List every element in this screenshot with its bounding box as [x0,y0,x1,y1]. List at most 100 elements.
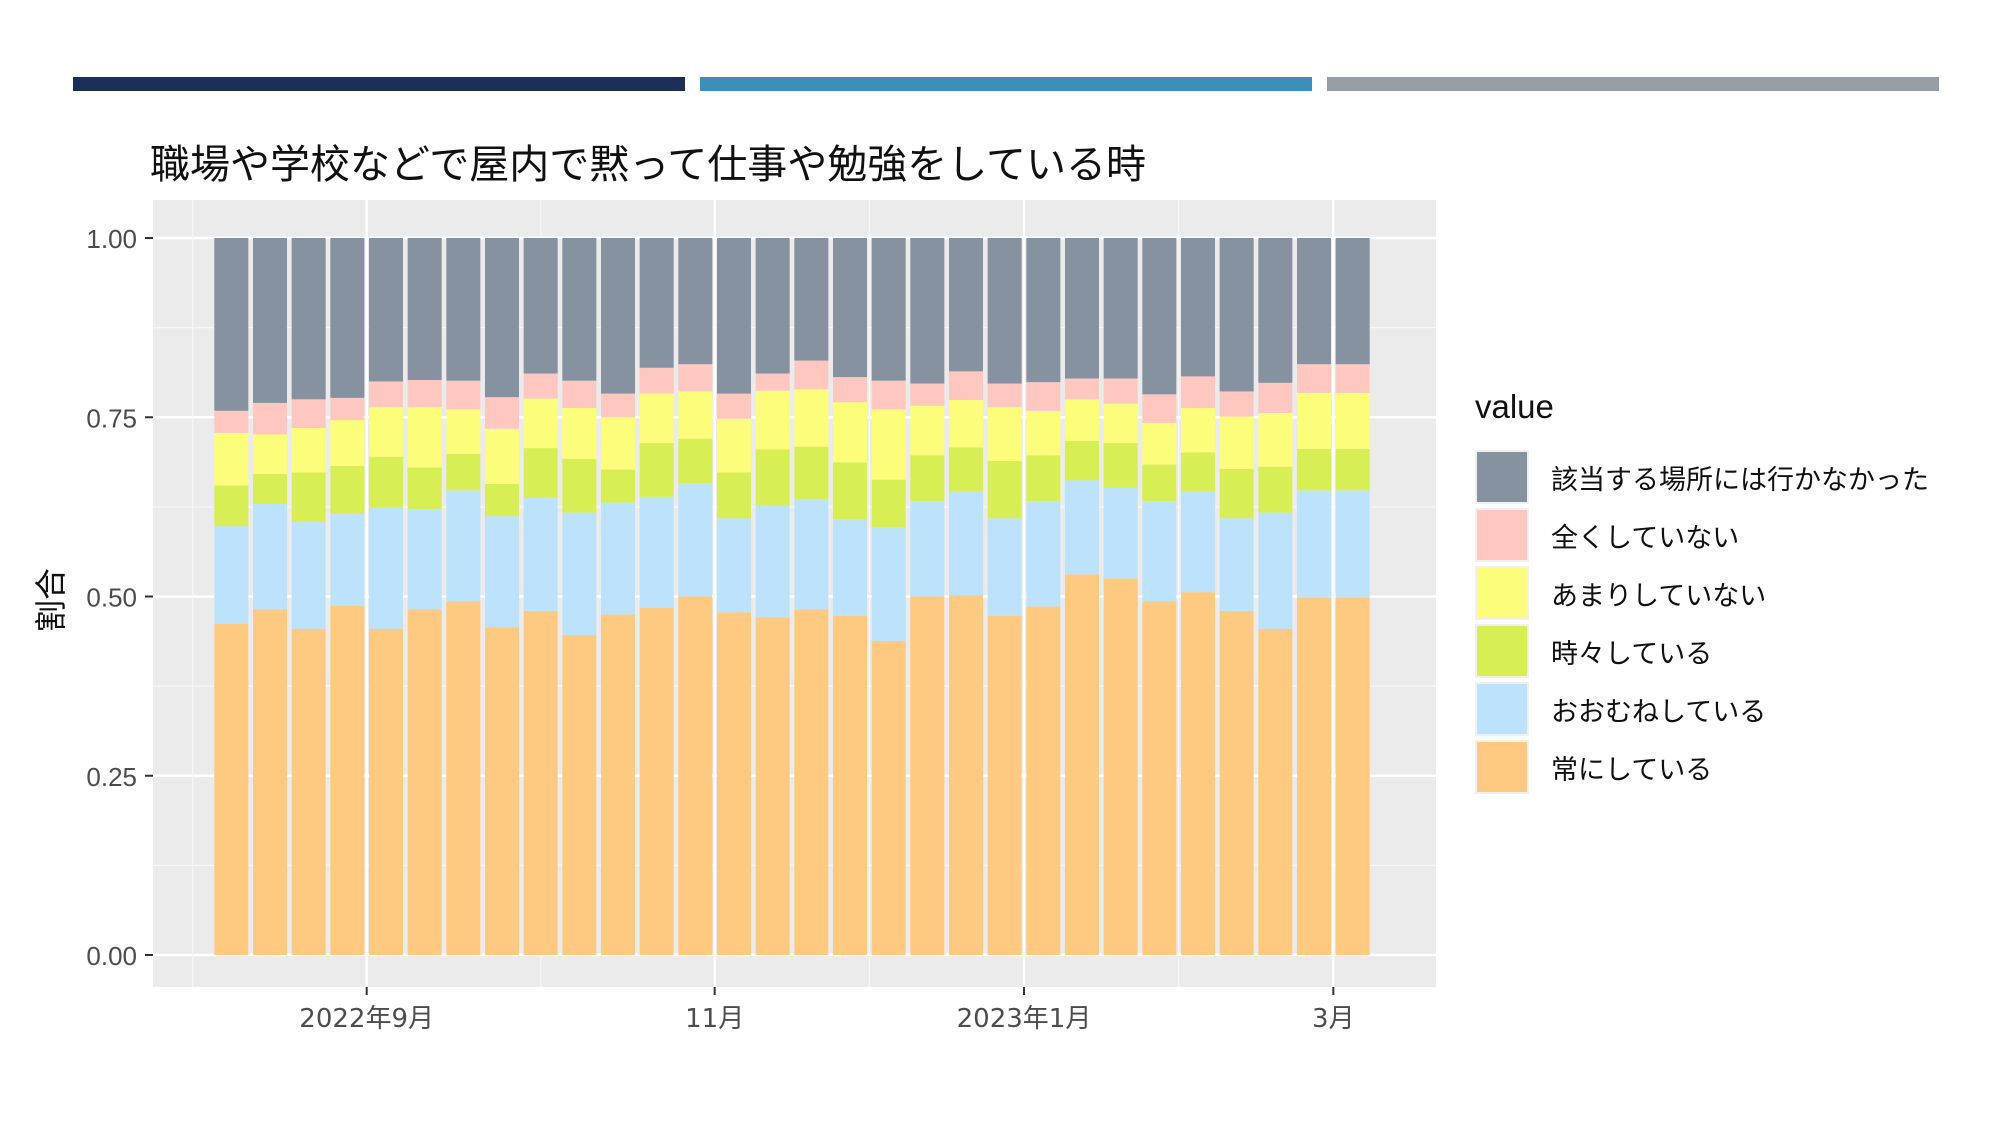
bar-segment [1335,364,1370,393]
bar-segment [948,371,984,401]
legend-swatch [1475,740,1529,794]
bar-segment [755,617,790,955]
bar-segment [948,400,984,448]
bar-segment [1064,574,1100,955]
bar-segment [1258,382,1293,413]
bar-segment [523,497,558,611]
legend-label: 時々している [1551,638,1713,670]
bar-segment [600,238,636,394]
accent-bar-blue [700,77,1312,91]
legend-item: 時々している [1475,622,1929,680]
bar-segment [1296,597,1332,955]
bar-segment [1142,422,1177,465]
x-tick-label: 11月 [685,1004,744,1034]
bar-segment [678,483,713,597]
bar-segment [368,507,404,629]
bar-segment [600,469,636,503]
bar-segment [987,383,1022,408]
bar-segment [368,628,404,955]
bar-segment [214,410,249,434]
bar-segment [1258,628,1293,955]
legend-items: 該当する場所には行かなかった 全くしていない あまりしていない 時々している おおむねし… [1475,448,1929,796]
y-tick-label: 0.25 [86,762,137,792]
bar-segment [1219,518,1254,611]
bar-segment [1296,364,1332,393]
bar-segment [1103,403,1138,444]
bar-segment [948,238,984,372]
bar-segment [755,449,790,506]
bar-segment [446,490,481,602]
bar-segment [368,407,404,457]
bar-segment [987,407,1022,461]
bar-segment [1335,238,1370,365]
x-tick-label: 3月 [1312,1004,1355,1034]
bar-segment [330,466,365,515]
bar-segment [214,526,249,624]
bar-segment [755,238,790,374]
bar-segment [1296,392,1332,449]
legend-swatch [1475,566,1529,620]
bar-segment [1142,238,1177,395]
legend-label: あまりしていない [1551,580,1767,612]
bar-segment [252,609,288,955]
bar-segment [716,418,752,473]
bar-segment [600,614,636,955]
bar-segment [639,393,674,444]
legend-swatch [1475,682,1529,736]
bar-segment [832,402,868,463]
bar-segment [1296,448,1332,491]
bar-segment [871,479,906,528]
bar-segment [1180,376,1216,408]
bar-segment [832,238,868,378]
bar-segment [562,512,597,636]
bar-segment [291,238,326,400]
bar-segment [562,380,597,408]
bar-segment [794,609,829,955]
bar-segment [1335,597,1370,955]
bar-segment [755,505,790,618]
bar-segment [1258,412,1293,467]
bar-segment [484,516,520,628]
x-tick-label: 2023年1月 [957,1004,1092,1034]
bar-segment [1103,443,1138,488]
bar-segment [910,501,945,597]
bar-segment [1219,468,1254,519]
legend-item: 常にしている [1475,738,1929,796]
bar-segment [252,238,288,403]
bar-segment [794,389,829,447]
bar-segment [407,509,442,610]
bar-segment [716,612,752,955]
bar-segment [716,518,752,613]
bar-segment [291,628,326,955]
bar-segment [291,521,326,629]
bar-segment [368,381,404,408]
bar-segment [446,409,481,454]
legend-label: 該当する場所には行かなかった [1551,464,1929,496]
bar-segment [871,238,906,381]
bar-segment [484,428,520,484]
bar-segment [484,483,520,517]
axes: 0.00 0.25 0.50 0.75 1.00 2022年9月 11月 2023年1月 3月 [86,224,1354,1034]
bar-segment [600,393,636,418]
y-axis-label: 割合 [32,568,70,632]
bar-segment [948,595,984,955]
legend-swatch [1475,508,1529,562]
bar-segment [1103,378,1138,404]
legend-item: 全くしていない [1475,506,1929,564]
bar-segment [871,380,906,410]
bar-segment [407,609,442,955]
bar-segment [1335,392,1370,449]
bar-segment [1064,399,1100,441]
bar-segment [1180,238,1216,377]
y-tick-label: 0.50 [86,583,137,613]
legend-label: 全くしていない [1551,522,1740,554]
bar-segment [330,420,365,467]
bar-segment [523,448,558,498]
bar-segment [948,491,984,596]
bar-segment [330,605,365,955]
bar-segment [794,446,829,499]
bar-segment [1142,501,1177,602]
bar-segment [407,379,442,408]
bar-segment [987,615,1022,955]
